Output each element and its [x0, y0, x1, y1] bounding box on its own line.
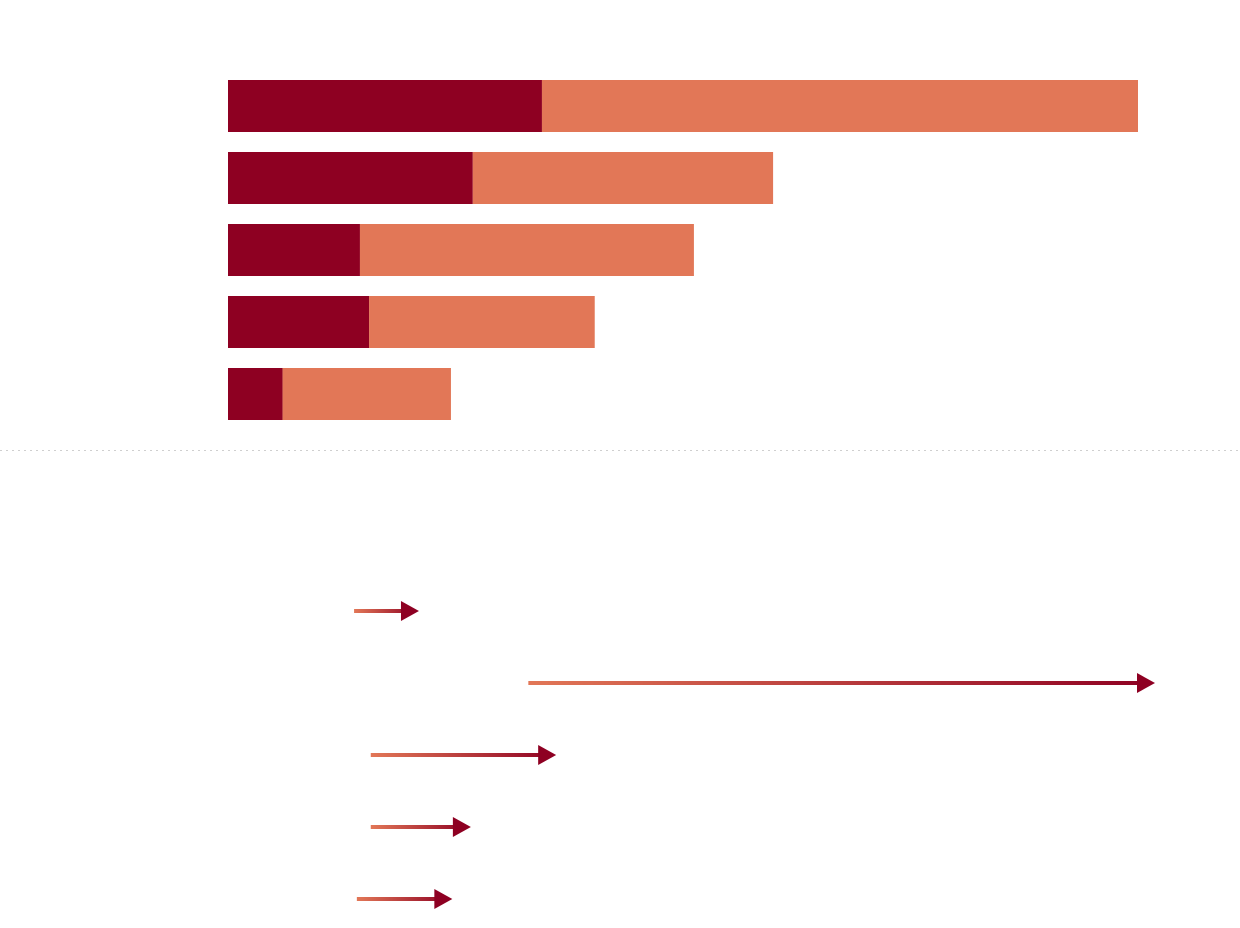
arrow-head	[400, 601, 419, 621]
arrow-head	[452, 817, 471, 837]
arrow	[354, 601, 419, 621]
arrow-head	[1137, 673, 1155, 693]
bar-segment	[472, 152, 774, 204]
bar-segment	[228, 224, 360, 276]
arrow-shaft	[370, 825, 459, 829]
arrow	[370, 745, 557, 765]
bar-segment	[541, 80, 1138, 132]
bar-segment	[228, 80, 542, 132]
bar-segment	[359, 224, 694, 276]
arrow-head	[538, 745, 557, 765]
bar-segment	[369, 296, 595, 348]
arrow-shaft	[354, 609, 407, 613]
arrow	[356, 889, 453, 909]
bar-segment	[228, 296, 370, 348]
arrow-shaft	[528, 681, 1143, 685]
bar-segment	[282, 368, 451, 420]
arrow	[370, 817, 471, 837]
bar-segment	[228, 368, 283, 420]
arrow-head	[434, 889, 453, 909]
arrow-shaft	[356, 897, 441, 901]
bar-segment	[228, 152, 473, 204]
arrow-shaft	[370, 753, 545, 757]
arrow	[528, 673, 1155, 693]
